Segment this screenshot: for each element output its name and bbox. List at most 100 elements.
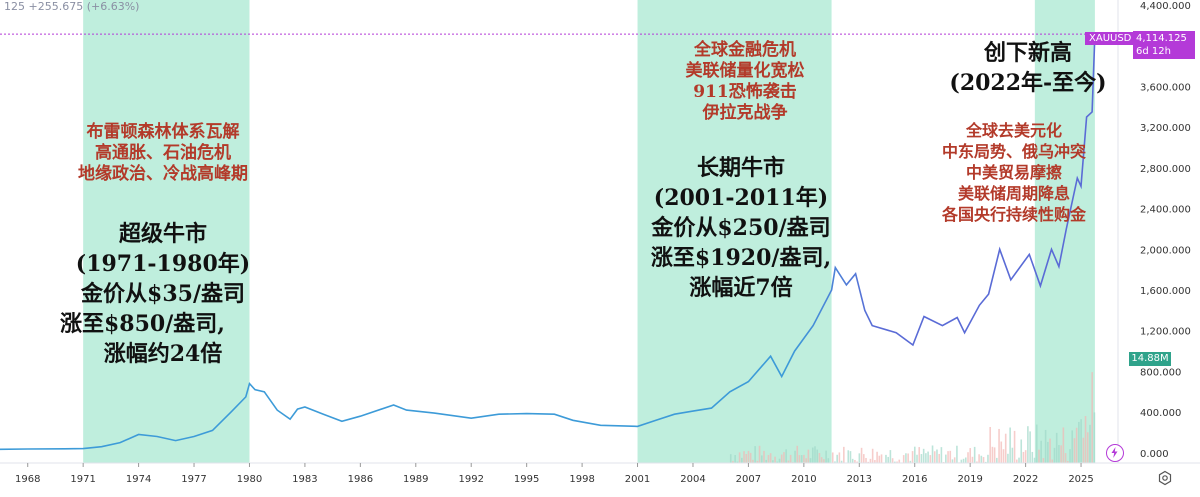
annotation-line: 伊拉克战争 — [640, 103, 850, 124]
volume-bar — [850, 451, 852, 463]
x-tick-label: 1986 — [348, 474, 373, 485]
y-tick-label: 800.000 — [1140, 367, 1181, 378]
volume-bar — [1018, 458, 1020, 463]
volume-bar — [819, 453, 821, 463]
volume-bar — [905, 453, 907, 463]
x-tick-label: 1971 — [70, 474, 95, 485]
volume-bar — [1036, 425, 1038, 463]
volume-bar — [998, 429, 1000, 463]
annotation-line: 涨幅近7倍 — [626, 273, 856, 303]
volume-bar — [779, 459, 781, 463]
y-tick-label: 4,400.000 — [1140, 1, 1191, 12]
annotation-line: 全球去美元化 — [914, 120, 1114, 141]
volume-bar — [1056, 433, 1058, 463]
volume-bar — [1089, 425, 1091, 463]
annotation-line: 涨幅约24倍 — [48, 339, 278, 369]
volume-bar — [923, 449, 925, 463]
volume-bar — [1058, 445, 1060, 463]
volume-bar — [1003, 449, 1005, 463]
volume-bar — [934, 451, 936, 463]
volume-bar — [956, 446, 958, 463]
volume-bar — [794, 451, 796, 463]
volume-bar — [865, 458, 867, 463]
volume-bar — [759, 446, 761, 463]
volume-bar — [750, 453, 752, 463]
x-tick-label: 1980 — [237, 474, 262, 485]
x-tick-label: 2013 — [847, 474, 872, 485]
volume-bar — [879, 456, 881, 463]
volume-bar — [918, 447, 920, 463]
volume-bar — [969, 448, 971, 463]
volume-bar — [1029, 431, 1031, 463]
x-tick-label: 2016 — [902, 474, 927, 485]
settings-icon[interactable] — [1157, 470, 1173, 486]
volume-bar — [1071, 430, 1073, 463]
volume-bar — [832, 452, 834, 463]
volume-bar — [996, 458, 998, 463]
volume-bar — [992, 447, 994, 463]
volume-bar — [1043, 458, 1045, 463]
volume-bar — [954, 457, 956, 463]
y-tick-label: 3,600.000 — [1140, 82, 1191, 93]
volume-bar — [1023, 452, 1025, 463]
volume-bar — [1074, 438, 1076, 463]
volume-bar — [1085, 416, 1087, 463]
volume-bar — [1054, 448, 1056, 463]
current-price-badge: 4,114.125 6d 12h — [1133, 31, 1195, 59]
volume-bar — [810, 458, 812, 463]
volume-bar — [783, 452, 785, 463]
y-tick-label: 3,200.000 — [1140, 123, 1191, 134]
volume-bar — [947, 451, 949, 463]
annotation-line: 全球金融危机 — [640, 40, 850, 61]
y-tick-label: 2,400.000 — [1140, 205, 1191, 216]
volume-bar — [863, 454, 865, 463]
lightning-icon[interactable] — [1106, 444, 1124, 462]
volume-bar — [739, 452, 741, 463]
y-tick-label: 2,800.000 — [1140, 164, 1191, 175]
x-tick-label: 2007 — [736, 474, 761, 485]
volume-bar — [785, 449, 787, 463]
x-tick-label: 2010 — [791, 474, 816, 485]
volume-bar — [1038, 450, 1040, 463]
volume-bar — [774, 457, 776, 463]
annotation-line: (2022年-至今) — [928, 68, 1128, 98]
volume-bar — [852, 459, 854, 463]
y-tick-label: 400.000 — [1140, 408, 1181, 419]
annotation-line: 美联储量化宽松 — [640, 61, 850, 82]
volume-bar — [1000, 442, 1002, 463]
volume-bar — [932, 445, 934, 463]
volume-bar — [812, 448, 814, 463]
x-tick-label: 2022 — [1013, 474, 1038, 485]
volume-bar — [761, 455, 763, 463]
volume-bar — [916, 455, 918, 463]
annotation-line: 地缘政治、冷战高峰期 — [58, 164, 268, 185]
volume-bar — [781, 455, 783, 463]
volume-bar — [1080, 419, 1082, 463]
volume-bar — [825, 451, 827, 463]
volume-bar — [741, 458, 743, 463]
volume-bar — [876, 452, 878, 463]
volume-bar — [914, 447, 916, 463]
volume-bar — [763, 451, 765, 463]
volume-bar — [745, 454, 747, 463]
volume-bar — [907, 453, 909, 463]
volume-bar — [870, 459, 872, 463]
volume-bar — [1076, 428, 1078, 463]
symbol-badge: XAUUSD — [1085, 32, 1135, 45]
volume-bar — [892, 458, 894, 463]
volume-bar — [1060, 445, 1062, 463]
volume-bar — [941, 447, 943, 463]
volume-bar — [1049, 439, 1051, 463]
annotation-line: 中美贸易摩擦 — [914, 162, 1114, 183]
annotation-line: 各国央行持续性购金 — [914, 204, 1114, 225]
volume-bar — [989, 427, 991, 463]
volume-bar — [743, 451, 745, 463]
x-tick-label: 1968 — [15, 474, 40, 485]
era2-summary: 长期牛市 (2001-2011年) 金价从$250/盎司 涨至$1920/盎司,… — [626, 153, 856, 303]
volume-bar — [1007, 454, 1009, 463]
volume-bar — [987, 455, 989, 463]
x-tick-label: 1983 — [292, 474, 317, 485]
volume-bar — [770, 453, 772, 463]
volume-bar — [965, 458, 967, 463]
annotation-line: 中东局势、俄乌冲突 — [914, 141, 1114, 162]
